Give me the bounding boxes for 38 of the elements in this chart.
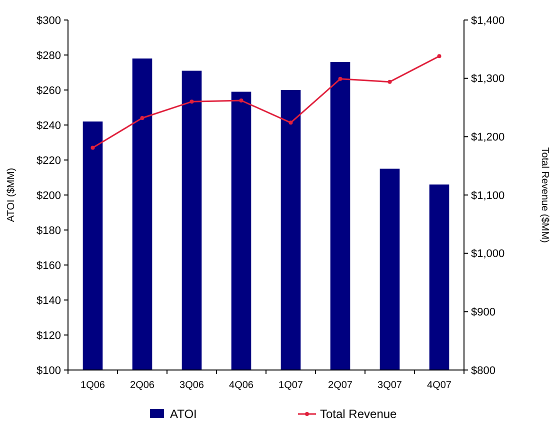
y2-tick-label: $1,200: [471, 132, 505, 144]
x-tick-label: 4Q07: [427, 380, 452, 391]
y2-tick-label: $800: [471, 364, 496, 377]
x-tick-label: 3Q06: [180, 380, 204, 391]
y-tick-label: $100: [36, 364, 61, 377]
x-tick-label: 1Q06: [80, 380, 106, 391]
y-tick-label: $280: [36, 50, 61, 62]
x-tick-label: 2Q07: [328, 380, 353, 391]
y2-axis-title: Total Revenue ($MM): [539, 147, 550, 243]
y2-tick-label: $900: [471, 306, 496, 319]
y-tick-label: $240: [36, 120, 61, 132]
x-tick-label: 1Q07: [278, 380, 304, 391]
legend-label: Total Revenue: [320, 407, 398, 422]
y-tick-label: $200: [36, 190, 61, 202]
y-tick-label: $120: [36, 330, 61, 342]
y-tick-label: $300: [36, 14, 61, 27]
x-tick-label: 2Q06: [130, 380, 155, 391]
y2-tick-label: $1,100: [471, 190, 505, 202]
y2-tick-label: $1,300: [471, 73, 505, 86]
y-tick-label: $160: [36, 260, 61, 272]
point: [437, 54, 442, 58]
point: [90, 146, 95, 150]
point: [288, 120, 293, 125]
y-axis-title: ATOI ($MM): [6, 168, 17, 222]
point: [239, 98, 244, 102]
point: [338, 76, 342, 81]
y2-tick-label: $1,400: [471, 14, 505, 27]
x-tick-label: 4Q06: [229, 380, 254, 391]
y-tick-label: $140: [36, 294, 61, 307]
y-tick-label: $220: [36, 154, 61, 167]
point: [140, 116, 144, 120]
x-tick-label: 3Q07: [378, 380, 402, 391]
point: [190, 100, 194, 104]
point: [388, 80, 392, 84]
legend-label: ATOI: [170, 407, 197, 422]
y-tick-label: $180: [36, 224, 61, 237]
y2-tick-label: $1,000: [471, 248, 505, 260]
y-tick-label: $260: [36, 84, 61, 97]
